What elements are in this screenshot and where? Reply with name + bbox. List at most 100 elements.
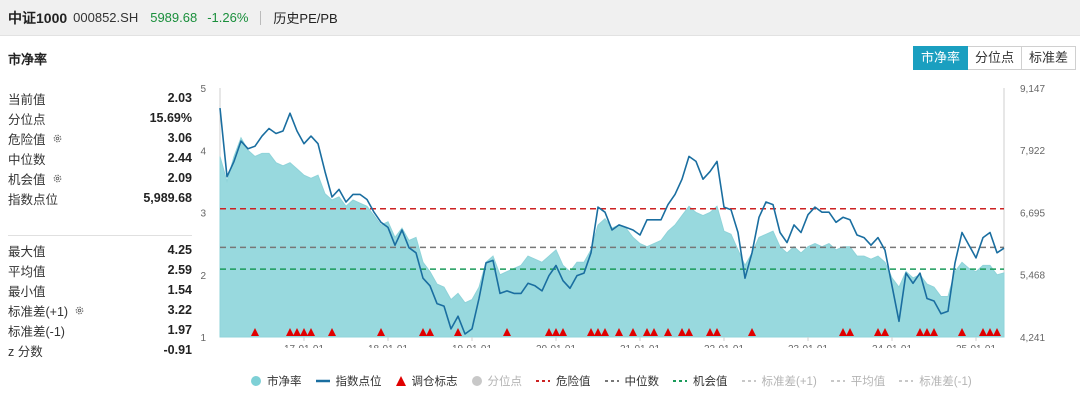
- rebalance-marker: [615, 328, 623, 336]
- legend-label: 中位数: [624, 376, 660, 388]
- top-bar: 中证1000 000852.SH 5989.68 -1.26% 历史PE/PB: [0, 0, 1080, 36]
- legend-label: 指数点位: [335, 376, 382, 388]
- rebalance-marker: [503, 328, 511, 336]
- stat-row: 平均值 2.59: [8, 260, 192, 280]
- legend-item[interactable]: 危险值: [535, 373, 591, 389]
- index-code: 000852.SH: [73, 10, 139, 25]
- stat-label: 平均值: [8, 264, 46, 279]
- rebalance-marker: [839, 328, 847, 336]
- stat-label: 标准差(+1): [8, 304, 69, 319]
- gear-icon[interactable]: [52, 173, 63, 184]
- index-name: 中证1000: [8, 9, 68, 26]
- tab-std-dev[interactable]: 标准差: [1022, 46, 1077, 70]
- stats-panel-bottom: 最大值 4.25 平均值 2.59 最小值 1.54 标准差(+1) 3.22 标准差(-1) 1…: [8, 240, 192, 360]
- stat-value: 2.09: [167, 171, 192, 185]
- rebalance-marker: [251, 328, 259, 336]
- legend-line-icon: [315, 379, 330, 383]
- rebalance-marker: [587, 328, 595, 336]
- stat-value: 5,989.68: [143, 191, 192, 205]
- stat-label: z 分数: [8, 344, 43, 359]
- legend-dash-icon: [604, 380, 619, 382]
- stat-label: 中位数: [8, 152, 46, 167]
- x-tick-label: 18-01-01: [368, 344, 408, 348]
- stat-row: 标准差(+1) 3.22: [8, 300, 192, 320]
- legend-label: 平均值: [850, 376, 886, 388]
- legend-label: 机会值: [693, 376, 728, 388]
- rebalance-marker: [916, 328, 924, 336]
- legend-item[interactable]: 平均值: [830, 373, 886, 389]
- history-pe-pb-link[interactable]: 历史PE/PB: [273, 11, 338, 26]
- legend-dash-icon: [741, 380, 756, 382]
- rebalance-marker: [293, 328, 301, 336]
- stat-label: 最小值: [8, 284, 46, 299]
- rebalance-marker: [706, 328, 714, 336]
- rebalance-marker: [881, 328, 889, 336]
- stat-value: 3.06: [167, 131, 192, 145]
- stat-value: 2.59: [167, 263, 192, 277]
- x-tick-label: 21-01-01: [620, 344, 660, 348]
- rebalance-marker: [678, 328, 686, 336]
- y-left-tick-label: 5: [200, 84, 206, 95]
- legend-item[interactable]: 机会值: [672, 373, 728, 389]
- stat-value: -0.91: [163, 343, 193, 357]
- stat-label: 当前值: [8, 92, 46, 107]
- stat-row: 分位点 15.69%: [8, 108, 192, 128]
- y-left-tick-label: 2: [200, 271, 206, 282]
- rebalance-marker: [307, 328, 315, 336]
- rebalance-marker: [643, 328, 651, 336]
- legend-item[interactable]: 分位点: [471, 373, 523, 389]
- gear-icon[interactable]: [74, 305, 85, 316]
- rebalance-marker: [748, 328, 756, 336]
- stat-value: 4.25: [167, 243, 192, 257]
- stat-row: 指数点位 5,989.68: [8, 188, 192, 208]
- x-tick-label: 17-01-01: [284, 344, 324, 348]
- legend-item[interactable]: 指数点位: [315, 373, 382, 389]
- index-line-series: [219, 108, 1005, 335]
- rebalance-marker: [650, 328, 658, 336]
- y-right-tick-label: 9,147: [1020, 84, 1045, 95]
- stat-value: 1.97: [167, 323, 192, 337]
- tab-pb[interactable]: 市净率: [913, 46, 969, 70]
- legend-item[interactable]: 中位数: [604, 373, 660, 389]
- legend-label: 标准差(-1): [919, 376, 972, 388]
- tab-percentile[interactable]: 分位点: [968, 46, 1023, 70]
- legend-triangle-icon: [395, 376, 406, 386]
- pb-area-series: [219, 136, 1005, 338]
- legend-label: 标准差(+1): [761, 376, 817, 388]
- rebalance-marker: [958, 328, 966, 336]
- stat-row: 中位数 2.44: [8, 148, 192, 168]
- gear-icon[interactable]: [52, 133, 63, 144]
- legend-label: 分位点: [487, 376, 523, 388]
- header-divider: [260, 10, 262, 25]
- rebalance-marker: [713, 328, 721, 336]
- rebalance-marker: [874, 328, 882, 336]
- x-tick-label: 24-01-01: [872, 344, 912, 348]
- stat-row: 最小值 1.54: [8, 280, 192, 300]
- rebalance-marker: [594, 328, 602, 336]
- index-price: 5989.68: [150, 10, 198, 25]
- rebalance-marker: [559, 328, 567, 336]
- legend-item[interactable]: 标准差(-1): [898, 373, 972, 389]
- pb-chart: 1 2 3 4 5 4,241 5,468 6,695 7,922 9,147 17-01-01 18…: [200, 84, 1045, 348]
- stat-row: 标准差(-1) 1.97: [8, 320, 192, 340]
- legend-label: 市净率: [267, 376, 302, 388]
- legend-item[interactable]: 标准差(+1): [741, 373, 817, 389]
- y-right-tick-label: 6,695: [1020, 208, 1045, 219]
- legend-item[interactable]: 市净率: [250, 373, 302, 389]
- stat-row: 最大值 4.25: [8, 240, 192, 260]
- stat-value: 2.44: [167, 151, 192, 165]
- stat-row: z 分数 -0.91: [8, 340, 192, 360]
- stats-divider: [8, 235, 192, 236]
- rebalance-marker: [979, 328, 987, 336]
- stat-label: 最大值: [8, 244, 46, 259]
- rebalance-marker: [846, 328, 854, 336]
- x-tick-label: 22-01-01: [704, 344, 744, 348]
- legend-item[interactable]: 调仓标志: [395, 373, 458, 389]
- rebalance-marker: [419, 328, 427, 336]
- legend-dash-icon: [673, 380, 687, 382]
- legend-dot-icon: [251, 376, 261, 386]
- stats-panel-top: 当前值 2.03 分位点 15.69% 危险值 3.06 中位数 2.44 机会值 2.09 指数点…: [8, 88, 192, 208]
- rebalance-marker: [685, 328, 693, 336]
- rebalance-marker: [986, 328, 994, 336]
- rebalance-marker: [923, 328, 931, 336]
